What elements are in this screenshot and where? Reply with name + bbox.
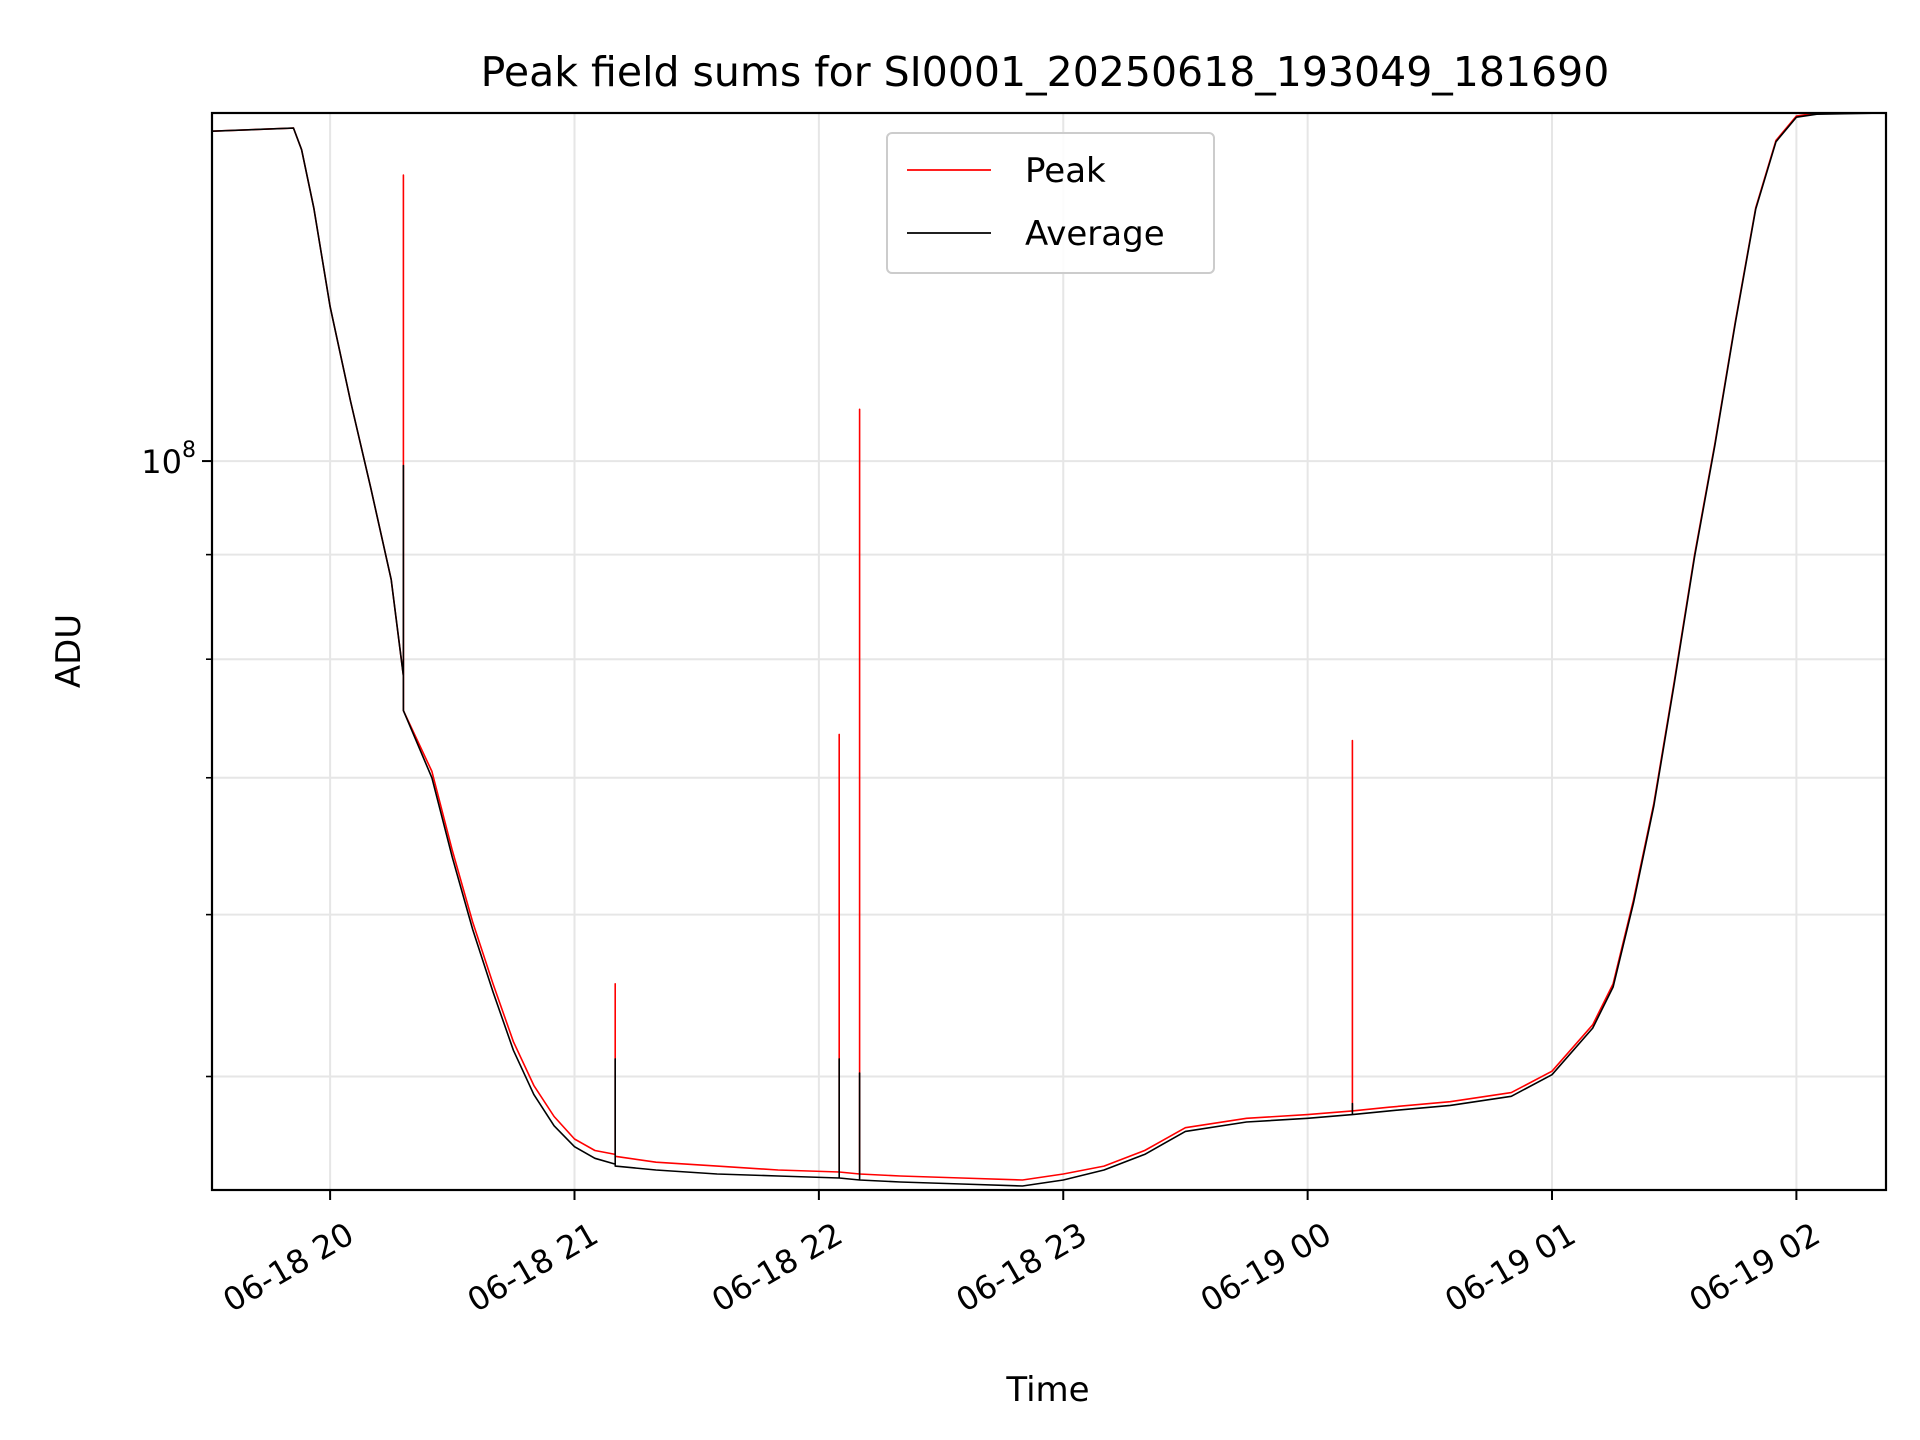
grid <box>212 113 1886 1190</box>
chart-title: Peak field sums for SI0001_20250618_1930… <box>481 48 1610 96</box>
legend: Peak Average <box>886 132 1215 274</box>
x-axis-title: Time <box>1005 1370 1089 1410</box>
legend-label-average: Average <box>1025 214 1165 254</box>
legend-label-peak: Peak <box>1025 151 1106 191</box>
y-axis-title: ADU <box>49 614 89 688</box>
series-line-average <box>211 112 1887 1187</box>
legend-box <box>886 132 1215 274</box>
y-tick-label: 108 <box>141 438 196 481</box>
y-axis: 108 <box>141 438 212 1078</box>
plot-area <box>211 112 1887 1187</box>
plot-frame <box>210 111 1888 1192</box>
